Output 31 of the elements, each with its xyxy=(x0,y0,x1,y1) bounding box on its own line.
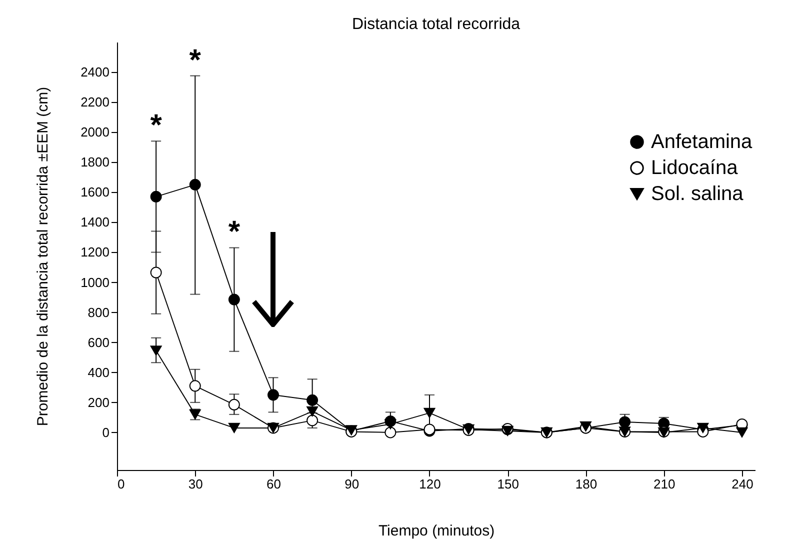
y-tick-label: 1800 xyxy=(80,154,110,170)
legend-label: Sol. salina xyxy=(651,183,744,205)
x-tick-label: 90 xyxy=(344,476,360,492)
x-tick-label: 120 xyxy=(419,476,441,492)
y-tick-label: 800 xyxy=(88,304,110,320)
x-tick-label: 180 xyxy=(575,476,598,492)
y-tick-label: 0 xyxy=(102,424,110,440)
legend-label: Lidocaína xyxy=(651,157,739,179)
y-tick-label: 1600 xyxy=(80,184,110,200)
y-tick-label: 1400 xyxy=(80,214,110,230)
chart-title: Distancia total recorrida xyxy=(352,16,520,33)
y-tick-label: 2000 xyxy=(80,124,110,140)
x-tick-label: 30 xyxy=(188,476,203,492)
x-tick-label: 240 xyxy=(732,476,754,492)
y-tick-label: 200 xyxy=(88,394,110,410)
annotation: * xyxy=(228,216,240,249)
x-tick-label: 150 xyxy=(497,476,519,492)
annotation: * xyxy=(189,44,202,77)
y-tick-label: 1200 xyxy=(80,244,110,260)
y-tick-label: 600 xyxy=(88,334,110,350)
y-axis-title: Promedio de la distancia total recorrida ±EEM (cm) xyxy=(34,86,52,426)
y-tick-label: 400 xyxy=(88,364,110,380)
y-tick-label: 1000 xyxy=(80,274,110,290)
y-tick-label: 2400 xyxy=(80,64,110,80)
x-tick-label: 0 xyxy=(118,476,125,492)
x-tick-label: 60 xyxy=(266,476,281,492)
y-tick-label: 2200 xyxy=(80,94,110,110)
x-tick-label: 210 xyxy=(654,476,676,492)
annotation: * xyxy=(150,109,162,142)
legend-label: Anfetamina xyxy=(651,131,754,153)
x-axis-title: Tiempo (minutos) xyxy=(378,522,495,540)
